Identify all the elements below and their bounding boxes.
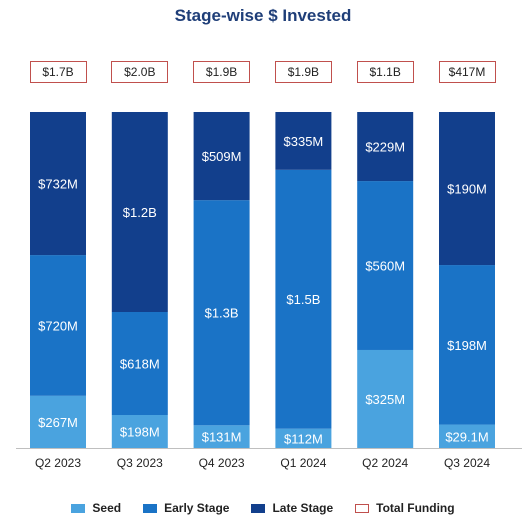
chart-title: Stage-wise $ Invested	[174, 6, 352, 25]
data-label-seed-q2-2023: $267M	[38, 415, 78, 430]
legend-swatch-early-stage	[143, 503, 158, 513]
legend-swatch-late-stage	[251, 503, 266, 513]
total-funding-q3-2024: $417M	[438, 61, 496, 83]
data-label-seed-q3-2023: $198M	[120, 425, 160, 440]
bar-early-stage-q3-2024	[439, 265, 495, 425]
bar-seed-q2-2023	[30, 395, 86, 448]
data-label-late-stage-q4-2023: $509M	[202, 149, 242, 164]
x-tick-label-q2-2024: Q2 2024	[362, 456, 409, 470]
data-label-early-stage-q3-2024: $198M	[447, 338, 487, 353]
legend-item-early-stage: Early Stage	[143, 501, 229, 515]
data-label-late-stage-q3-2023: $1.2B	[123, 205, 157, 220]
bar-late-stage-q3-2024	[439, 112, 495, 266]
data-label-early-stage-q1-2024: $1.5B	[286, 292, 320, 307]
legend-label-seed: Seed	[92, 501, 122, 515]
bar-seed-q3-2024	[439, 424, 495, 448]
data-label-late-stage-q1-2024: $335M	[284, 134, 324, 149]
legend: Seed Early Stage Late Stage Total Funding	[0, 501, 526, 515]
data-label-early-stage-q4-2023: $1.3B	[205, 306, 239, 321]
x-tick-label-q2-2023: Q2 2023	[34, 456, 82, 470]
x-tick-label-q3-2024: Q3 2024	[443, 456, 491, 470]
bar-seed-q4-2023	[193, 425, 250, 448]
bar-seed-q1-2024	[275, 428, 332, 448]
data-label-late-stage-q2-2023: $732M	[38, 177, 78, 192]
total-funding-q2-2024: $1.1B	[356, 61, 414, 83]
bar-late-stage-q2-2023	[30, 112, 86, 256]
data-label-seed-q1-2024: $112M	[284, 431, 323, 446]
bar-late-stage-q2-2024	[357, 112, 414, 182]
total-funding-q4-2023: $1.9B	[193, 61, 251, 83]
bar-seed-q3-2023	[111, 415, 168, 448]
data-label-early-stage-q2-2023: $720M	[38, 318, 78, 333]
bar-seed-q2-2024	[357, 349, 414, 448]
legend-label-total-funding: Total Funding	[376, 501, 455, 515]
bar-early-stage-q1-2024	[275, 169, 332, 429]
legend-item-seed: Seed	[71, 501, 121, 515]
legend-item-total-funding: Total Funding	[355, 501, 455, 515]
bar-late-stage-q4-2023	[193, 112, 250, 201]
bar-late-stage-q3-2023	[111, 112, 168, 312]
data-label-late-stage-q2-2024: $229M	[365, 140, 405, 155]
bar-late-stage-q1-2024	[275, 112, 332, 170]
total-funding-q1-2024: $1.9B	[274, 61, 332, 83]
legend-swatch-seed	[71, 503, 86, 513]
legend-label-early-stage: Early Stage	[164, 501, 230, 515]
data-label-early-stage-q3-2023: $618M	[120, 357, 160, 372]
bar-early-stage-q3-2023	[111, 312, 168, 415]
total-funding-q3-2023: $2.0B	[111, 61, 169, 83]
data-label-seed-q3-2024: $29.1M	[445, 429, 488, 444]
legend-label-late-stage: Late Stage	[272, 501, 334, 515]
data-label-seed-q4-2023: $131M	[202, 430, 242, 445]
total-funding-q2-2023: $1.7B	[29, 61, 87, 83]
x-tick-label-q3-2023: Q3 2023	[116, 456, 163, 470]
x-tick-label-q4-2023: Q4 2023	[198, 456, 245, 470]
data-label-early-stage-q2-2024: $560M	[365, 259, 405, 274]
x-tick-label-q1-2024: Q1 2024	[280, 456, 327, 470]
data-label-seed-q2-2024: $325M	[365, 392, 405, 407]
bar-early-stage-q2-2023	[30, 255, 86, 396]
data-label-late-stage-q3-2024: $190M	[447, 182, 487, 197]
bar-early-stage-q4-2023	[193, 200, 250, 426]
bar-early-stage-q2-2024	[357, 181, 414, 350]
legend-swatch-total-funding	[355, 503, 370, 513]
legend-item-late-stage: Late Stage	[251, 501, 333, 515]
